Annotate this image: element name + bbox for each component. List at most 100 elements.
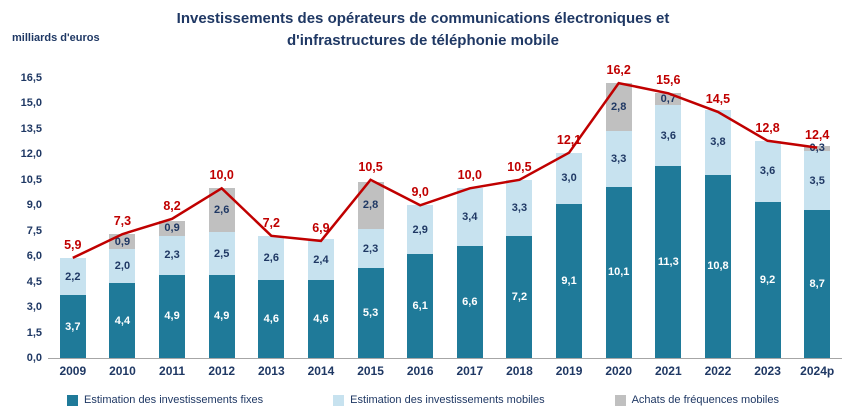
total-value-label: 8,2 xyxy=(163,198,181,213)
x-axis-category-label: 2021 xyxy=(654,364,682,378)
total-value-label: 9,0 xyxy=(411,185,429,200)
x-axis-category-label: 2019 xyxy=(555,364,583,378)
y-axis-tick-label: 15,0 xyxy=(20,97,42,110)
bar-segment-value: 6,6 xyxy=(462,296,478,308)
bar-segment-fixes-2024p: 8,7 xyxy=(804,210,831,358)
bar-segment-value: 4,9 xyxy=(164,310,180,323)
bar-segment-value: 0,9 xyxy=(164,222,180,235)
bar-segment-mobiles-2022: 3,8 xyxy=(704,110,731,175)
legend-swatch-frequences xyxy=(614,394,626,406)
legend-item-fixes: Estimation des investissements fixes xyxy=(67,394,263,406)
bar-segment-value: 2,0 xyxy=(114,260,131,273)
total-value-label: 10,5 xyxy=(358,159,383,174)
y-axis-tick-label: 7,5 xyxy=(26,224,42,237)
bar-segment-mobiles-2018: 3,3 xyxy=(506,179,533,236)
bar-segment-value: 10,8 xyxy=(707,260,729,273)
bar-segment-value: 4,9 xyxy=(214,310,230,323)
bar-segment-frequences-2024p: 0,3 xyxy=(804,142,831,154)
total-value-label: 5,9 xyxy=(64,237,82,252)
x-axis-category-label: 2011 xyxy=(159,364,186,378)
bar-segment-fixes-2015: 5,3 xyxy=(357,268,384,358)
chart-title-line1: Investissements des opérateurs de commun… xyxy=(176,10,670,27)
bar-segment-value: 6,1 xyxy=(412,300,428,313)
bar-segment-value: 3,5 xyxy=(809,174,825,187)
bar-segment-value: 3,7 xyxy=(65,320,81,333)
legend-label-mobiles: Estimation des investissements mobiles xyxy=(350,394,545,406)
bar-segment-value: 3,6 xyxy=(660,129,676,142)
bar-segment-fixes-2016: 6,1 xyxy=(407,254,434,358)
bar-segment-fixes-2018: 7,2 xyxy=(506,235,533,358)
x-axis-category-label: 2012 xyxy=(208,364,236,378)
bar-segment-fixes-2012: 4,9 xyxy=(208,274,235,358)
bar-segment-value: 4,6 xyxy=(313,312,329,325)
bar-segment-mobiles-2016: 2,9 xyxy=(407,205,434,255)
bar-segment-value: 3,8 xyxy=(710,136,726,149)
total-value-label: 7,3 xyxy=(113,214,132,229)
y-axis-tick-label: 13,5 xyxy=(20,122,42,135)
legend-item-frequences: Achats de fréquences mobiles xyxy=(614,394,779,406)
y-axis-tick-label: 1,5 xyxy=(26,326,42,339)
bar-segment-fixes-2010: 4,4 xyxy=(109,283,136,358)
legend-swatch-mobiles xyxy=(333,394,345,406)
bar-segment-mobiles-2023: 3,6 xyxy=(754,140,781,202)
bar-segment-mobiles-2012: 2,5 xyxy=(208,232,235,275)
bar-segment-value: 5,3 xyxy=(362,307,379,320)
bar-segment-fixes-2013: 4,6 xyxy=(258,279,285,358)
bar-segment-value: 4,6 xyxy=(263,312,279,325)
bar-segment-value: 2,3 xyxy=(164,249,180,262)
x-axis-category-label: 2009 xyxy=(59,364,87,378)
y-axis-tick-label: 10,5 xyxy=(20,173,42,186)
bar-segment-fixes-2021: 11,3 xyxy=(655,166,682,358)
bar-segment-value: 4,4 xyxy=(114,314,131,327)
x-axis-category-label: 2023 xyxy=(754,364,781,378)
y-axis-unit-label: milliards d'euros xyxy=(12,32,100,44)
bar-segment-value: 2,8 xyxy=(611,100,627,113)
x-axis-category-label: 2013 xyxy=(257,364,285,378)
bar-segment-frequences-2015: 2,8 xyxy=(357,181,384,229)
bar-segment-value: 9,2 xyxy=(759,273,776,286)
legend-swatch-fixes xyxy=(67,394,79,406)
bar-segment-mobiles-2011: 2,3 xyxy=(159,235,186,275)
bar-segment-mobiles-2009: 2,2 xyxy=(59,257,86,296)
bar-segment-value: 9,1 xyxy=(561,274,577,287)
y-axis-tick-label: 16,5 xyxy=(20,72,42,84)
legend-label-frequences: Achats de fréquences mobiles xyxy=(631,394,779,406)
chart-title-line2: d'infrastructures de téléphonie mobile xyxy=(287,31,559,49)
bar-segment-frequences-2020: 2,8 xyxy=(605,83,632,131)
bar-segment-value: 2,3 xyxy=(362,242,379,255)
bar-segment-mobiles-2013: 2,6 xyxy=(258,235,285,280)
total-value-label: 10,0 xyxy=(209,168,234,183)
bar-segment-fixes-2009: 3,7 xyxy=(59,295,86,358)
legend-label-fixes: Estimation des investissements fixes xyxy=(84,394,264,406)
bar-segment-value: 3,4 xyxy=(462,211,478,224)
y-axis-tick-label: 0,0 xyxy=(26,352,42,364)
bar-segment-mobiles-2014: 2,4 xyxy=(307,239,334,280)
bar-segment-fixes-2014: 4,6 xyxy=(307,279,334,358)
y-axis-tick-label: 3,0 xyxy=(26,301,42,314)
total-value-label: 14,5 xyxy=(705,91,731,106)
total-value-label: 10,5 xyxy=(507,159,532,174)
bar-segment-value: 2,6 xyxy=(263,251,279,264)
bar-segment-fixes-2020: 10,1 xyxy=(605,186,632,358)
x-axis-category-label: 2016 xyxy=(406,364,434,378)
total-value-label: 6,9 xyxy=(312,220,330,235)
bar-segment-value: 3,0 xyxy=(561,172,577,185)
bar-segment-value: 3,6 xyxy=(759,165,776,178)
x-axis-category-label: 2020 xyxy=(605,364,633,378)
chart-title: Investissements des opérateurs de commun… xyxy=(0,8,846,52)
bar-segment-value: 0,3 xyxy=(809,142,825,155)
x-axis-category-label: 2022 xyxy=(704,364,732,378)
y-axis-tick-label: 9,0 xyxy=(26,199,42,212)
bar-segment-frequences-2011: 0,9 xyxy=(159,220,186,236)
bar-segment-value: 2,4 xyxy=(313,253,329,266)
legend-item-mobiles: Estimation des investissements mobiles xyxy=(333,394,545,406)
bar-segment-value: 3,3 xyxy=(611,152,627,165)
y-axis-tick-label: 6,0 xyxy=(26,250,42,263)
bar-segment-mobiles-2017: 3,4 xyxy=(456,188,483,246)
y-axis-tick-label: 12,0 xyxy=(20,148,42,161)
bar-segment-frequences-2021: 0,7 xyxy=(655,93,682,105)
total-value-label: 10,0 xyxy=(457,168,482,183)
bar-segment-fixes-2011: 4,9 xyxy=(159,274,186,358)
bar-segment-value: 2,5 xyxy=(214,247,230,260)
